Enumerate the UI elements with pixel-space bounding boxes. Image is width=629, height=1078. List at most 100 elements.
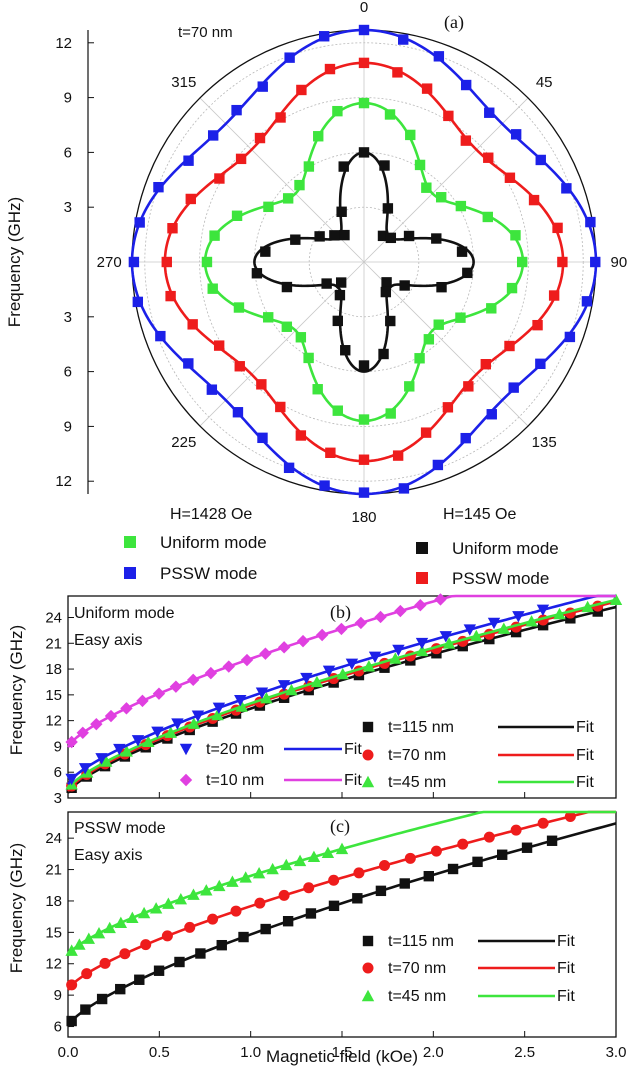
polar-ylabel: Frequency (GHz) (5, 197, 24, 327)
polar-data-point (443, 110, 454, 122)
data-point (81, 766, 94, 778)
polar-data-point (232, 407, 244, 418)
polar-data-point (508, 382, 519, 393)
data-point (512, 611, 525, 623)
data-point (362, 660, 376, 672)
data-point (442, 637, 456, 649)
data-point (76, 726, 89, 740)
data-point (115, 983, 126, 995)
polar-data-point (482, 211, 493, 223)
y-tick-label: 18 (45, 661, 62, 678)
panel-c-xlabel: Magnetic field (kOe) (266, 1047, 418, 1066)
legend-marker (179, 743, 193, 756)
polar-data-point (463, 381, 474, 392)
polar-data-point (336, 206, 347, 217)
legend-fit-label: Fit (576, 747, 594, 764)
data-point (174, 956, 185, 968)
legend-marker (362, 935, 374, 947)
legend-label-pssw-left: PSSW mode (160, 564, 257, 583)
polar-angle-label: 90 (610, 254, 627, 271)
polar-data-point (435, 192, 447, 203)
data-point (169, 680, 183, 693)
polar-data-point (528, 194, 540, 206)
polar-radial-tick-label: 6 (64, 144, 72, 161)
polar-data-point (379, 160, 390, 171)
data-point (235, 700, 248, 712)
polar-data-point (358, 147, 370, 158)
data-point (126, 911, 139, 924)
polar-data-point (460, 79, 472, 91)
data-point (496, 849, 508, 860)
data-point (423, 870, 434, 882)
polar-angle-label: 135 (532, 434, 557, 451)
polar-data-point (206, 384, 218, 395)
data-point (260, 923, 271, 935)
data-point (254, 897, 266, 909)
legend-marker-pssw-right (416, 572, 428, 584)
polar-angle-label: 45 (536, 74, 553, 91)
polar-data-point (234, 361, 245, 372)
polar-data-point (392, 67, 403, 78)
x-tick-label: 1.5 (332, 1044, 353, 1061)
data-point (211, 708, 224, 721)
polar-data-point (462, 267, 473, 279)
data-point (140, 939, 152, 951)
data-point (293, 854, 307, 867)
polar-data-point (421, 182, 432, 193)
polar-radial-tick-label: 12 (55, 35, 72, 52)
polar-data-point (420, 427, 432, 438)
polar-data-point (295, 332, 307, 343)
data-point (345, 658, 359, 671)
data-point (230, 905, 242, 917)
polar-data-point (207, 283, 218, 294)
polar-data-point (590, 256, 601, 268)
legend-marker (361, 989, 375, 1002)
polar-data-point (552, 222, 563, 234)
polar-data-point (414, 159, 426, 171)
legend-fit-label: Fit (557, 960, 575, 977)
polar-data-point (251, 268, 263, 279)
data-point (328, 900, 340, 912)
polar-panel-label: (a) (444, 12, 464, 33)
polar-data-point (207, 130, 219, 141)
legend-label-uniform-left: Uniform mode (160, 533, 267, 552)
polar-data-point (324, 63, 336, 75)
data-point (285, 683, 298, 696)
polar-data-point (380, 286, 392, 298)
data-point (564, 810, 576, 822)
data-point (609, 593, 623, 606)
legend-marker (362, 749, 374, 761)
legend-label: t=70 nm (388, 747, 446, 764)
polar-data-point (385, 408, 396, 419)
data-point (434, 593, 447, 606)
data-point (307, 850, 321, 863)
data-point (277, 680, 291, 692)
polar-data-point (532, 319, 543, 331)
polar-data-point (153, 181, 164, 193)
polar-data-point (231, 210, 243, 221)
polar-data-point (187, 319, 198, 330)
polar-data-point (381, 277, 392, 288)
x-tick-label: 1.0 (240, 1044, 261, 1061)
polar-data-point (185, 193, 196, 205)
data-point (96, 993, 108, 1005)
legend-fit-label: Fit (557, 988, 575, 1005)
data-point (394, 604, 407, 618)
polar-data-point (256, 379, 267, 390)
data-point (536, 604, 550, 616)
polar-data-point (431, 233, 442, 244)
data-point (322, 665, 336, 678)
polar-data-point (335, 277, 347, 288)
panel-b: 3 6 9 12 15 18 21 24 t=115 nm Fit t=70 nm Fit t=45 n… (45, 593, 623, 807)
polar-angle-label: 180 (351, 509, 376, 526)
data-point (104, 709, 118, 723)
data-point (120, 702, 133, 715)
data-point (65, 944, 78, 956)
data-point (521, 842, 533, 853)
polar-data-point (510, 230, 521, 241)
polar-data-point (358, 487, 370, 498)
panel-c-label: (c) (330, 816, 350, 837)
field-left-label: H=1428 Oe (170, 506, 252, 523)
polar-data-point (167, 223, 178, 234)
data-point (99, 957, 111, 969)
